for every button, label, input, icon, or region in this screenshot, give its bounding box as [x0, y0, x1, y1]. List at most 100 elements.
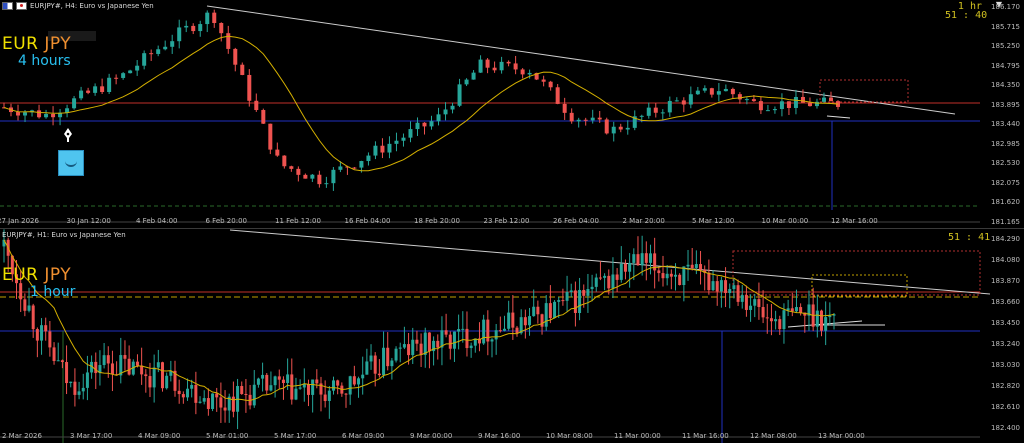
price-tick: 185.250 — [991, 42, 1020, 50]
candle-body — [625, 127, 630, 130]
candle-body — [590, 286, 594, 290]
candle-body — [345, 166, 350, 168]
candle-body — [331, 169, 336, 184]
candle-body — [81, 387, 85, 392]
time-tick: 9 Mar 16:00 — [478, 432, 521, 440]
candle-body — [152, 367, 156, 388]
candle-body — [519, 317, 523, 334]
candle-body — [724, 280, 728, 293]
candle-body — [632, 116, 637, 128]
candle-body — [828, 97, 833, 102]
candles — [2, 9, 840, 191]
pair-quote: JPY — [44, 265, 72, 285]
pen-tool-icon[interactable] — [63, 127, 73, 143]
candle-body — [507, 312, 511, 329]
candle-body — [244, 394, 248, 396]
candle-body — [604, 119, 609, 134]
candle-body — [286, 374, 290, 384]
candle-body — [415, 122, 420, 130]
candle-body — [226, 33, 231, 49]
candle-body — [156, 362, 160, 368]
candle-body — [35, 329, 39, 341]
h1-chart-pane[interactable]: EURJPY#, H1: Euro vs Japanese Yen EUR JP… — [0, 229, 1024, 443]
candle-body — [277, 376, 281, 380]
price-tick: 184.290 — [991, 235, 1020, 243]
candle-body — [119, 355, 123, 376]
candle-body — [58, 112, 63, 118]
price-tick: 182.985 — [991, 139, 1020, 148]
time-tick: 5 Mar 12:00 — [692, 217, 735, 225]
candle-body — [261, 374, 265, 379]
candle-body — [186, 388, 190, 398]
candle-body — [674, 274, 678, 277]
candle-body — [298, 387, 302, 389]
candle-body — [219, 22, 224, 34]
candle-body — [674, 100, 679, 102]
candle-body — [296, 168, 301, 175]
smiley-expert-icon[interactable] — [58, 150, 84, 176]
candle-body — [60, 360, 64, 363]
candle-body — [611, 274, 615, 289]
candle-body — [583, 119, 588, 121]
candle-body — [423, 332, 427, 355]
h4-chart-pane[interactable]: EURJPY#, H4: Euro vs Japanese Yen EUR JP… — [0, 0, 1024, 228]
candle-body — [457, 84, 462, 106]
candle-body — [231, 396, 235, 412]
japan-flag-icon — [16, 2, 27, 10]
candle-body — [461, 328, 465, 330]
candle-body — [660, 112, 665, 114]
h1-chart-canvas[interactable] — [0, 229, 1024, 443]
candle-body — [465, 328, 469, 349]
candle-body — [573, 290, 577, 314]
candle-body — [597, 117, 602, 120]
candle-body — [282, 155, 287, 167]
price-tick: 186.170 — [991, 3, 1020, 11]
candle-body — [536, 306, 540, 315]
candle-body — [65, 362, 69, 384]
candle-body — [100, 86, 105, 93]
h4-timeframe-label: 4 hours — [18, 53, 71, 69]
candle-body — [156, 49, 161, 54]
time-tick: 16 Feb 04:00 — [344, 217, 391, 225]
scroll-arrow-icon[interactable]: ▼ — [995, 0, 1002, 9]
candle-body — [540, 314, 544, 327]
candle-body — [757, 299, 761, 308]
candle-body — [86, 90, 91, 93]
candle-body — [294, 388, 298, 400]
candle-body — [772, 109, 777, 111]
time-tick: 23 Feb 12:00 — [483, 217, 530, 225]
time-tick: 3 Mar 17:00 — [70, 432, 113, 440]
time-tick: 12 Mar 16:00 — [831, 217, 878, 225]
candle-body — [553, 301, 557, 319]
pair-base: EUR — [2, 265, 39, 285]
time-tick: 30 Jan 12:00 — [66, 217, 111, 225]
candle-body — [482, 319, 486, 344]
pane-separator[interactable] — [0, 228, 1024, 229]
small-trendline — [826, 115, 851, 119]
candle-body — [107, 77, 112, 93]
price-tick: 184.080 — [991, 256, 1020, 264]
candle-body — [513, 63, 518, 70]
candle-body — [751, 99, 756, 102]
candle-body — [211, 393, 215, 409]
candle-body — [56, 360, 60, 362]
candle-body — [765, 317, 769, 319]
candle-body — [506, 61, 511, 64]
candle-body — [711, 281, 715, 291]
candle-body — [407, 344, 411, 356]
candle-body — [457, 329, 461, 332]
time-tick: 18 Feb 20:00 — [414, 217, 460, 225]
h4-chart-canvas[interactable] — [0, 0, 1024, 228]
candle-body — [429, 121, 434, 127]
candle-body — [793, 96, 798, 108]
candle-body — [290, 374, 294, 400]
candle-body — [464, 79, 469, 85]
candle-body — [306, 383, 310, 395]
candle-body — [648, 253, 652, 263]
candle-body — [819, 310, 823, 331]
candle-body — [323, 394, 327, 401]
candle-body — [774, 319, 778, 322]
candle-body — [256, 378, 260, 385]
price-tick: 183.870 — [991, 277, 1020, 285]
candle-body — [436, 114, 441, 122]
